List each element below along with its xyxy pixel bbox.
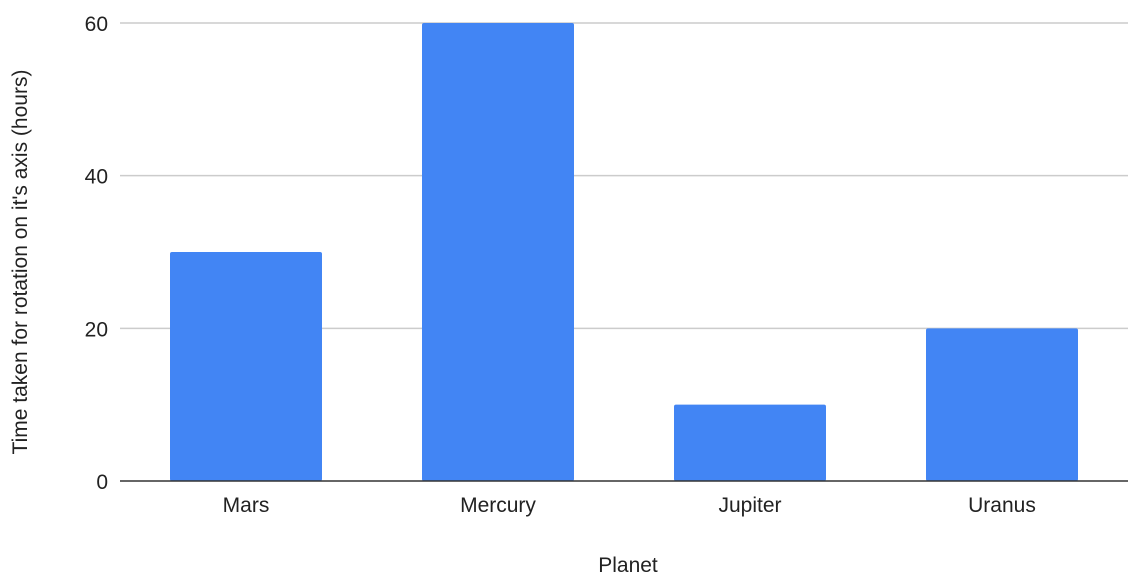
x-tick-label-mercury: Mercury xyxy=(460,494,536,517)
y-tick-label: 0 xyxy=(96,471,108,494)
x-tick-label-mars: Mars xyxy=(223,494,270,517)
bar-mercury xyxy=(422,23,574,481)
bar-mars xyxy=(170,252,322,481)
x-tick-label-jupiter: Jupiter xyxy=(718,494,781,517)
x-tick-labels: Mars Mercury Jupiter Uranus xyxy=(223,494,1036,517)
y-tick-label: 40 xyxy=(85,166,108,189)
y-tick-labels: 0 20 40 60 xyxy=(85,13,108,494)
y-tick-label: 60 xyxy=(85,13,108,36)
x-tick-label-uranus: Uranus xyxy=(968,494,1036,517)
y-tick-label: 20 xyxy=(85,318,108,341)
bar-uranus xyxy=(926,328,1078,481)
bar-jupiter xyxy=(674,404,826,481)
bars xyxy=(170,23,1078,481)
y-axis-title: Time taken for rotation on it's axis (ho… xyxy=(9,70,32,455)
x-axis-title: Planet xyxy=(598,554,658,576)
